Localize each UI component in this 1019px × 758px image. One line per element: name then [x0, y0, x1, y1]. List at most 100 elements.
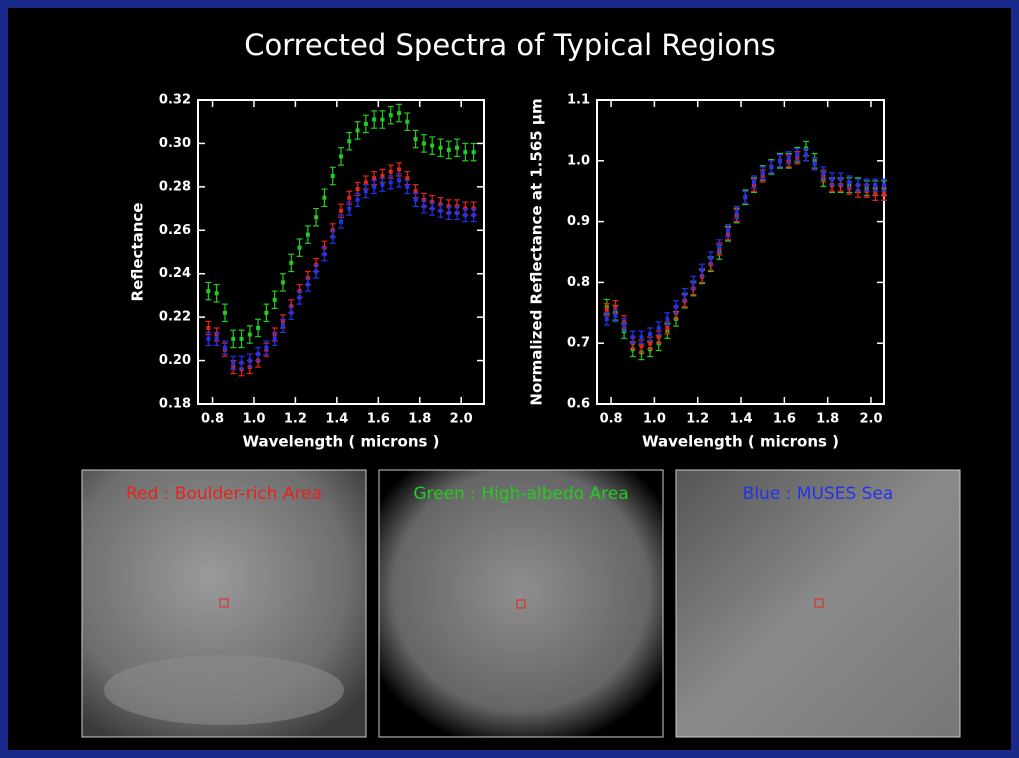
data-point — [471, 150, 476, 155]
error-point — [751, 175, 758, 189]
error-point — [759, 166, 766, 180]
x-tick-label: 1.4 — [730, 412, 753, 427]
error-point — [246, 353, 253, 368]
error-point — [288, 253, 295, 273]
data-point — [372, 184, 377, 189]
error-point — [321, 188, 328, 207]
error-point — [454, 205, 461, 221]
data-point — [372, 117, 377, 122]
error-point — [811, 157, 818, 171]
error-point — [387, 105, 394, 125]
data-point — [206, 289, 211, 294]
error-point — [855, 178, 862, 192]
data-point — [864, 183, 869, 188]
data-point — [421, 204, 426, 209]
data-point — [405, 184, 410, 189]
data-point — [463, 150, 468, 155]
data-point — [314, 215, 319, 220]
data-point — [656, 326, 661, 330]
data-point — [700, 268, 705, 273]
data-point — [830, 177, 835, 182]
data-point — [430, 143, 435, 148]
data-point — [438, 208, 443, 213]
data-point — [397, 167, 402, 172]
error-point — [205, 281, 212, 301]
data-point — [882, 183, 886, 188]
data-point — [388, 113, 393, 118]
x-tick-label: 1.6 — [367, 412, 390, 427]
error-point — [707, 251, 714, 265]
error-point — [462, 207, 469, 223]
data-point — [330, 174, 335, 178]
data-point — [471, 213, 476, 218]
error-point — [321, 247, 328, 262]
error-point — [230, 355, 237, 370]
data-point — [272, 336, 277, 341]
data-point — [355, 187, 360, 192]
data-point — [413, 189, 418, 194]
data-point — [388, 180, 393, 185]
error-point — [638, 330, 645, 344]
data-point — [256, 352, 261, 357]
error-point — [603, 312, 610, 326]
y-tick-label: 0.32 — [159, 93, 191, 108]
image-panel — [675, 469, 961, 738]
error-point — [246, 325, 253, 344]
y-axis-label: Normalized Reflectance at 1.565 µm — [528, 98, 546, 405]
error-point — [794, 148, 801, 162]
data-point — [769, 164, 774, 169]
data-point — [812, 161, 817, 166]
error-point — [820, 166, 827, 180]
error-point — [872, 178, 879, 192]
data-point — [648, 341, 653, 346]
y-tick-label: 0.26 — [159, 223, 191, 238]
x-tick-label: 1.6 — [773, 412, 796, 427]
data-point — [214, 291, 219, 296]
region-marker — [516, 599, 526, 609]
region-marker — [814, 598, 824, 608]
error-point — [230, 329, 237, 349]
y-tick-label: 0.22 — [159, 310, 191, 325]
x-tick-label: 0.8 — [600, 412, 623, 427]
error-point — [655, 321, 662, 335]
error-point — [371, 110, 378, 129]
data-point — [388, 169, 393, 174]
error-point — [445, 205, 452, 221]
data-point — [339, 208, 343, 213]
error-point — [462, 142, 469, 162]
data-point — [239, 336, 244, 341]
data-point — [446, 210, 451, 215]
data-point — [630, 335, 635, 340]
error-point — [420, 134, 427, 153]
error-point — [271, 290, 278, 310]
data-point — [691, 280, 696, 285]
y-tick-label: 0.9 — [567, 214, 590, 229]
data-point — [613, 313, 618, 318]
data-point — [355, 197, 360, 202]
data-point — [347, 139, 352, 144]
error-point — [881, 178, 887, 192]
data-point — [222, 310, 227, 315]
error-point — [647, 327, 654, 341]
data-point — [413, 197, 418, 202]
data-point — [256, 326, 261, 330]
error-point — [221, 303, 228, 323]
data-point — [622, 322, 627, 327]
error-point — [371, 179, 378, 194]
data-point — [297, 245, 302, 250]
data-point — [380, 174, 385, 178]
panel-caption: Green : High-albedo Area — [413, 484, 628, 504]
error-point — [205, 331, 212, 346]
data-point — [231, 360, 236, 365]
x-tick-label: 2.0 — [450, 412, 473, 427]
data-point — [247, 358, 252, 363]
data-point — [743, 195, 748, 200]
error-point — [412, 129, 419, 149]
error-point — [733, 205, 740, 220]
plot-frame — [197, 99, 485, 405]
data-point — [455, 145, 460, 150]
data-point — [665, 326, 670, 330]
error-point — [863, 178, 870, 192]
error-point — [612, 309, 619, 323]
error-point — [629, 330, 636, 344]
